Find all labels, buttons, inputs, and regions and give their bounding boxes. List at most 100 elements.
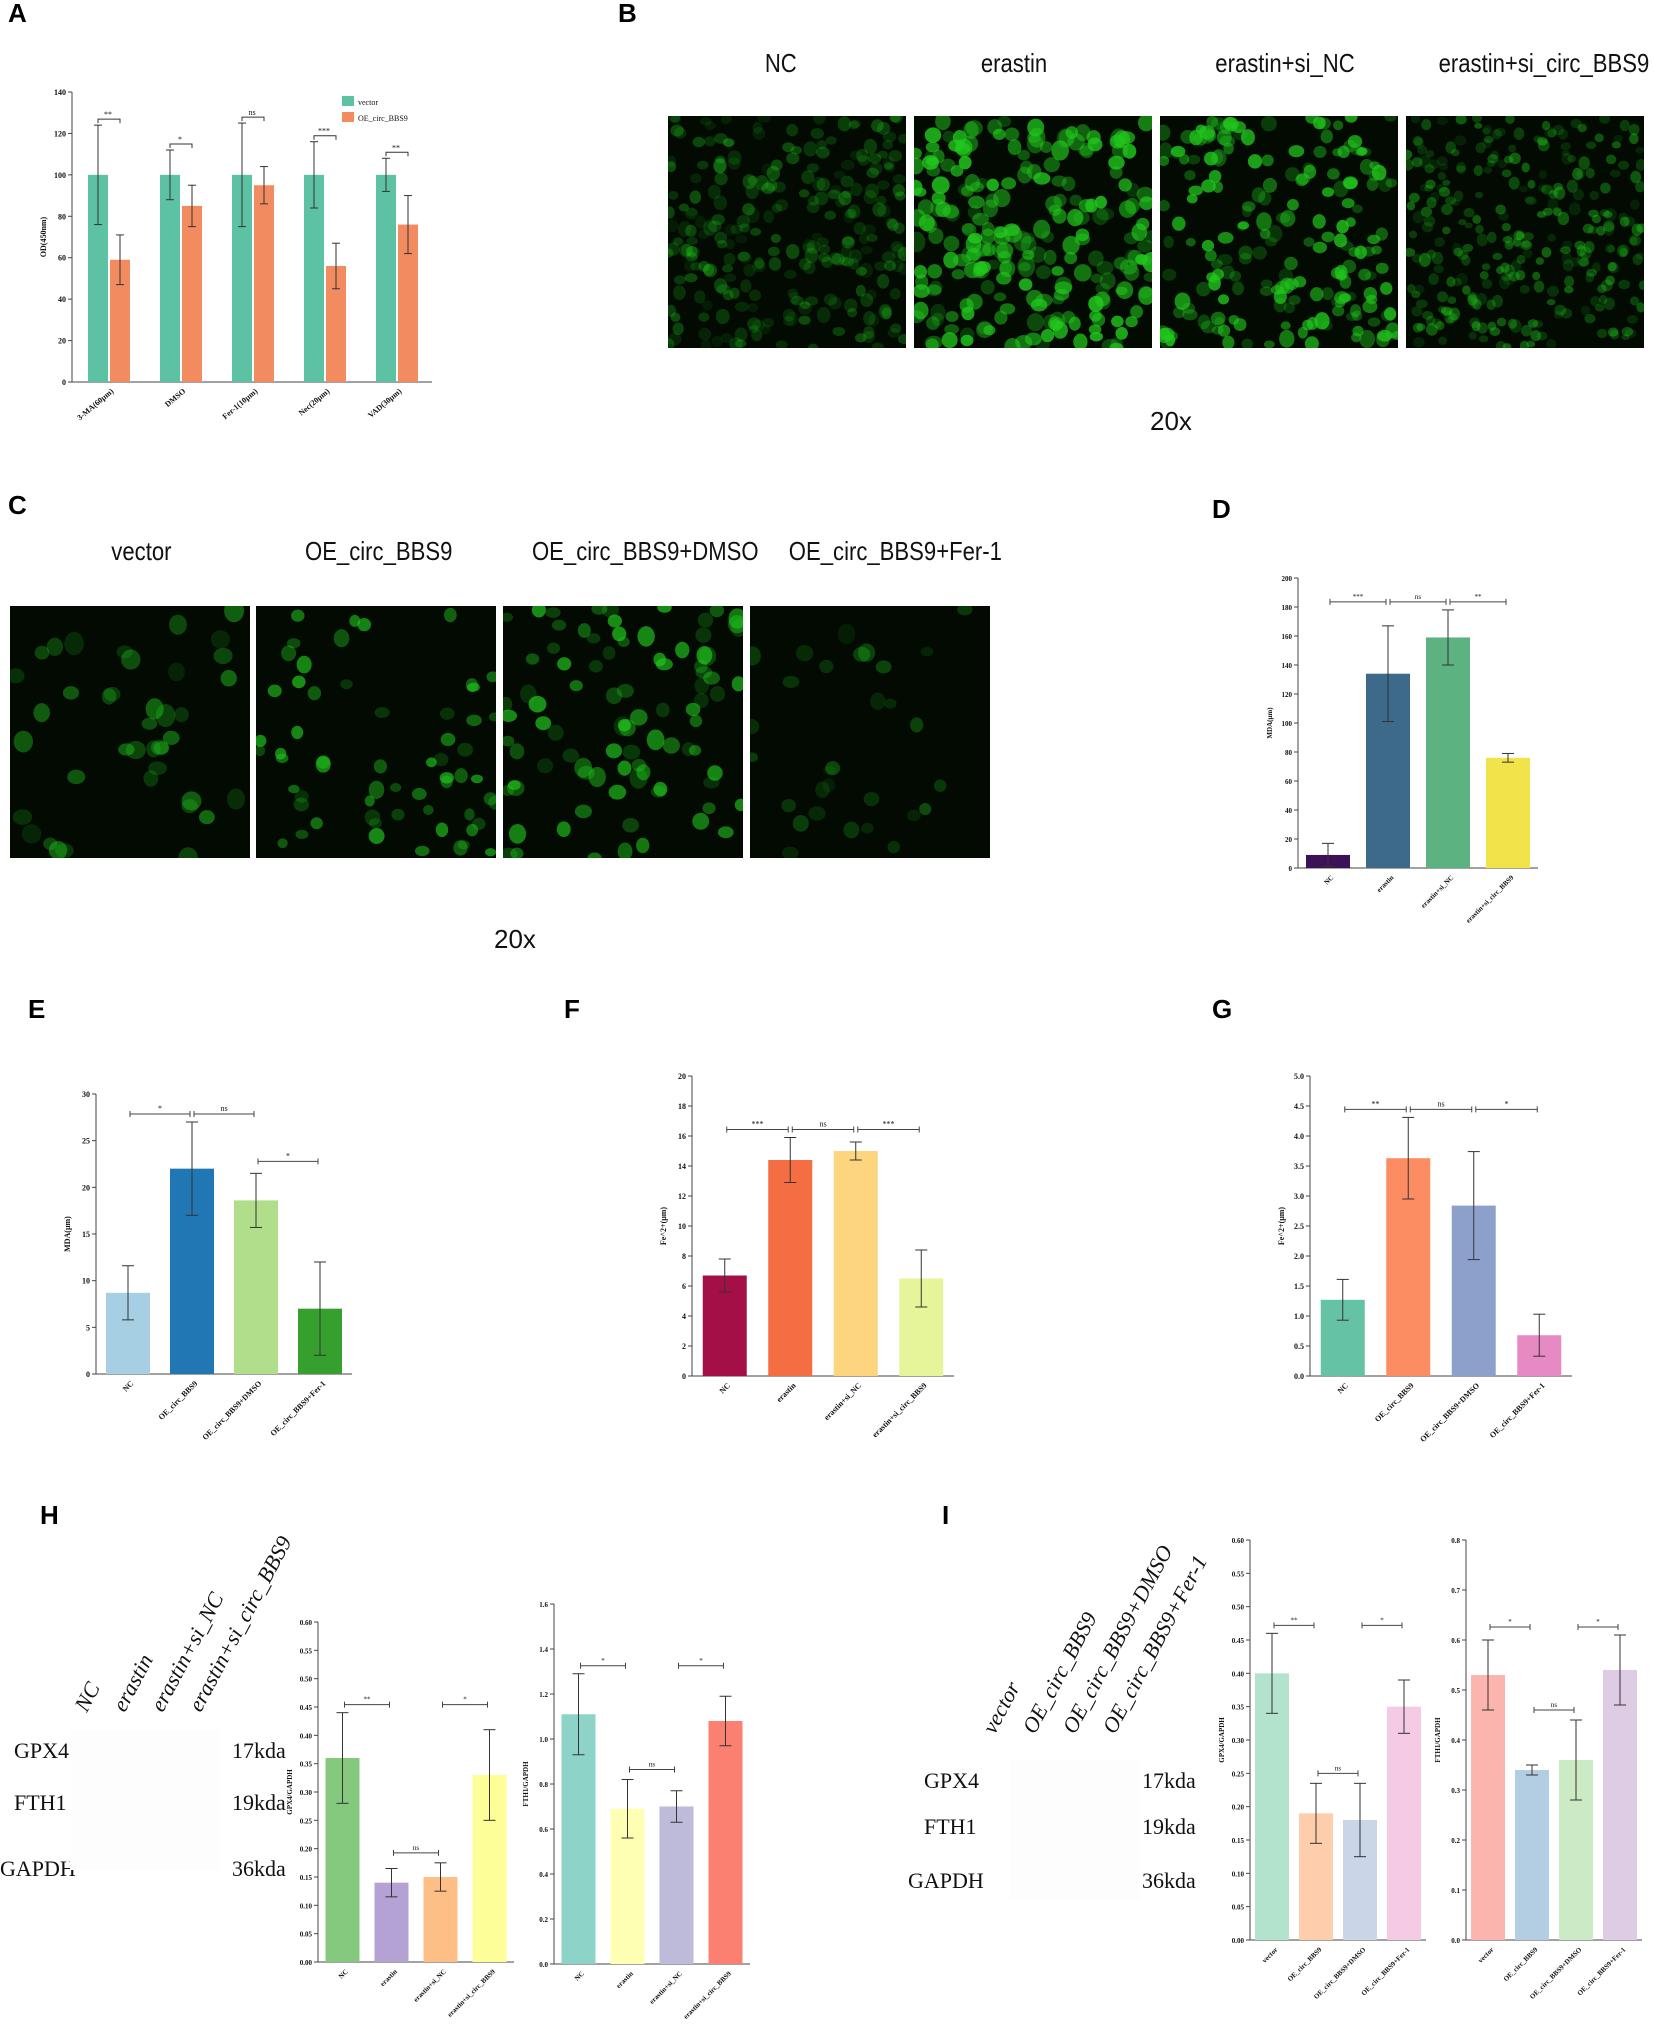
cell xyxy=(857,155,870,166)
cell xyxy=(1118,178,1132,192)
cell xyxy=(678,203,689,212)
cell xyxy=(1428,273,1439,285)
cell xyxy=(509,743,525,760)
y-tick-label: 1.2 xyxy=(539,1691,548,1699)
cell xyxy=(686,236,698,246)
y-tick-label: 2.5 xyxy=(1294,1222,1304,1231)
cell xyxy=(1461,254,1471,266)
chart-h-fth1: 0.0 0.2 0.4 0.6 0.8 1.0 1.2 1.4 1.6 FTH1/GAPDH NC e… xyxy=(522,1601,750,2021)
cell xyxy=(1165,331,1178,342)
cell xyxy=(964,174,981,192)
cell xyxy=(1088,324,1102,335)
cell xyxy=(1621,326,1634,337)
cell xyxy=(1487,154,1499,164)
cell xyxy=(828,252,842,265)
cell xyxy=(1576,245,1586,257)
cell xyxy=(1623,216,1636,227)
cell xyxy=(928,280,943,295)
cell xyxy=(1471,320,1481,332)
cell xyxy=(1505,116,1515,124)
cell xyxy=(294,790,309,803)
cell xyxy=(782,308,796,322)
cell xyxy=(789,292,800,305)
cell xyxy=(722,290,734,301)
cell xyxy=(1327,168,1340,180)
cell xyxy=(103,686,121,702)
cell xyxy=(714,172,728,186)
cell xyxy=(695,627,712,643)
cell xyxy=(1259,286,1273,297)
cell xyxy=(1359,329,1376,348)
x-tick-label: erastin+si_NC xyxy=(822,1381,863,1422)
cell xyxy=(646,729,665,751)
cell xyxy=(1562,259,1574,272)
cell xyxy=(556,821,571,838)
y-tick-label: 0.60 xyxy=(300,1619,313,1627)
cell xyxy=(672,237,684,246)
cell xyxy=(825,761,841,776)
cell xyxy=(1073,333,1088,348)
significance-label: * xyxy=(1596,1618,1600,1626)
cell xyxy=(457,840,470,850)
cell xyxy=(1415,299,1428,309)
cell xyxy=(750,718,760,735)
cell xyxy=(1557,211,1570,226)
cell xyxy=(754,257,765,270)
cell xyxy=(1521,162,1530,173)
cell xyxy=(1455,161,1467,175)
cell xyxy=(1438,186,1451,198)
cell xyxy=(1041,231,1055,243)
cell xyxy=(657,606,672,613)
cell xyxy=(1421,222,1434,233)
cell xyxy=(1574,240,1586,250)
cell xyxy=(472,817,486,831)
cell xyxy=(690,173,702,184)
cell xyxy=(1496,317,1507,327)
cell xyxy=(588,659,603,673)
cell xyxy=(838,191,852,206)
cell xyxy=(1475,142,1486,154)
cell xyxy=(1424,184,1434,192)
cell xyxy=(1280,321,1291,330)
b-header-erastin-si-nc: erastin+si_NC xyxy=(1215,48,1355,78)
cell xyxy=(551,619,567,631)
cell xyxy=(670,116,682,124)
cell xyxy=(837,623,856,645)
cell xyxy=(875,660,892,674)
cell xyxy=(825,136,837,145)
cell xyxy=(1411,306,1423,317)
cell xyxy=(765,179,778,192)
cell xyxy=(1442,226,1451,235)
cell xyxy=(1261,154,1274,167)
cell xyxy=(1342,176,1359,189)
cell xyxy=(116,645,133,659)
cell xyxy=(750,646,761,666)
cell xyxy=(443,607,457,623)
significance-label: * xyxy=(1505,1099,1509,1108)
cell xyxy=(1170,145,1186,157)
significance-bracket xyxy=(385,151,409,157)
bar xyxy=(160,174,180,382)
cell xyxy=(1520,324,1532,337)
y-tick-label: 3.5 xyxy=(1294,1162,1304,1171)
significance-label: * xyxy=(158,1104,162,1113)
cell xyxy=(668,242,680,256)
y-tick-label: 100 xyxy=(1282,720,1293,728)
cell xyxy=(847,204,861,219)
cell xyxy=(1384,116,1397,122)
cell xyxy=(737,251,750,262)
cell xyxy=(1341,198,1355,209)
cell xyxy=(1533,280,1545,293)
cell xyxy=(782,675,800,688)
y-tick-label: 0.30 xyxy=(1232,1737,1245,1745)
cell xyxy=(1179,153,1190,165)
cell xyxy=(887,328,901,338)
chart-g-fe2: 0.0 0.5 1.0 1.5 2.0 2.5 3.0 3.5 4.0 4.5 5.0 Fe^2+(μ… xyxy=(1277,1072,1572,1444)
cell xyxy=(433,752,449,767)
cell xyxy=(838,256,851,266)
cell xyxy=(713,195,728,211)
cell xyxy=(707,184,721,200)
y-tick-label: 30 xyxy=(82,1090,90,1099)
cell xyxy=(167,662,186,682)
cell xyxy=(707,765,723,781)
